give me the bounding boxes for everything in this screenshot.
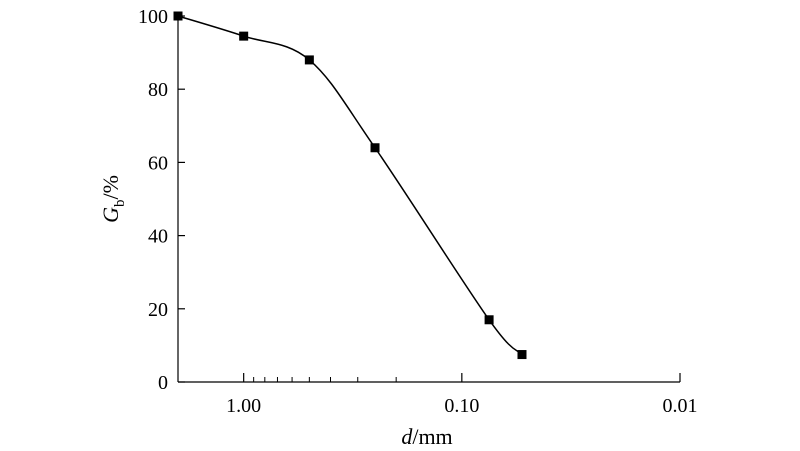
y-tick-label: 0 (158, 372, 168, 394)
x-tick-label: 0.01 (663, 395, 698, 417)
x-axis-unit: /mm (412, 424, 452, 449)
y-tick-label: 100 (138, 6, 168, 28)
data-point-marker (517, 350, 527, 360)
y-axis-subscript: b (112, 200, 128, 208)
series-layer (173, 11, 527, 360)
x-tick-label: 0.10 (444, 395, 479, 417)
x-axis-symbol: d (401, 424, 413, 449)
y-axis-symbol: G (98, 207, 123, 223)
data-point-marker (484, 315, 494, 325)
data-point-marker (304, 55, 314, 65)
x-axis-title: d/mm (401, 424, 452, 449)
data-point-marker (370, 143, 380, 153)
data-point-marker (173, 11, 183, 21)
x-ticks: 1.00 0.10 0.01 (177, 373, 698, 417)
axes (177, 14, 680, 383)
y-tick-label: 40 (148, 226, 168, 248)
x-tick-label: 1.00 (226, 395, 261, 417)
y-ticks: 0 20 40 60 80 100 (138, 6, 185, 394)
y-axis-title: Gb/% (98, 175, 128, 223)
y-tick-label: 20 (148, 299, 168, 321)
y-axis-unit: /% (98, 175, 123, 199)
y-tick-label: 80 (148, 79, 168, 101)
data-point-marker (239, 31, 249, 41)
series-line (177, 15, 523, 356)
y-tick-label: 60 (148, 152, 168, 174)
